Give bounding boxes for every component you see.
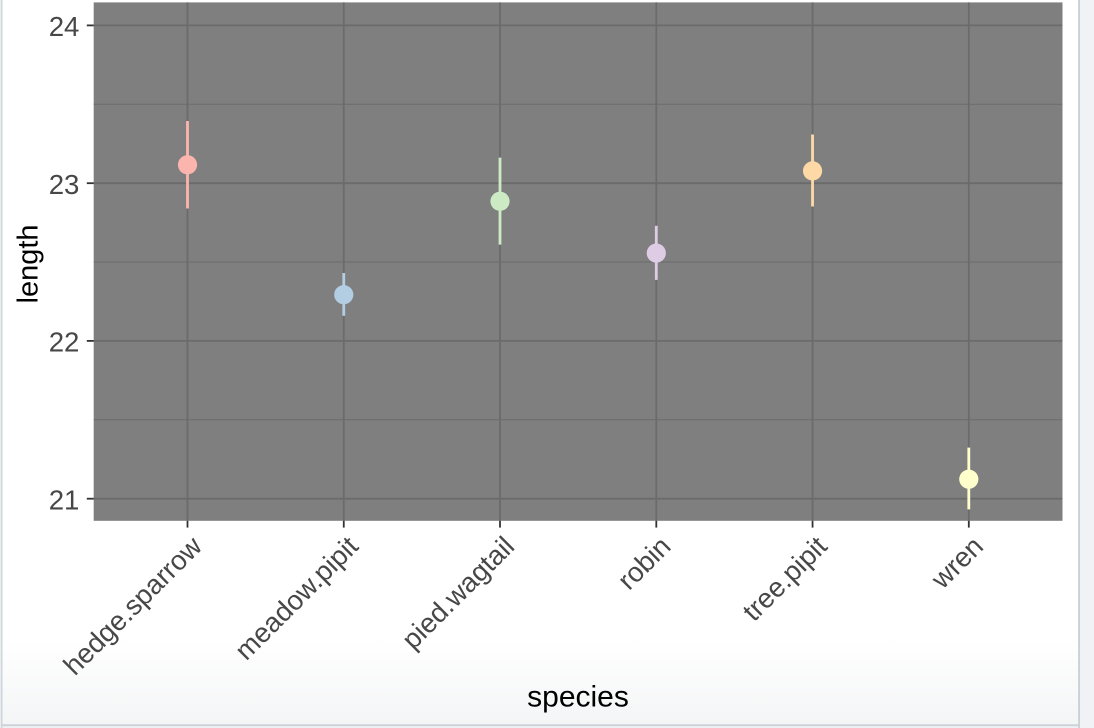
svg-text:24: 24 <box>49 11 80 42</box>
svg-text:length: length <box>12 224 44 303</box>
svg-text:23: 23 <box>49 169 80 200</box>
svg-text:21: 21 <box>49 484 80 515</box>
svg-text:22: 22 <box>49 327 80 358</box>
svg-text:species: species <box>527 681 629 714</box>
